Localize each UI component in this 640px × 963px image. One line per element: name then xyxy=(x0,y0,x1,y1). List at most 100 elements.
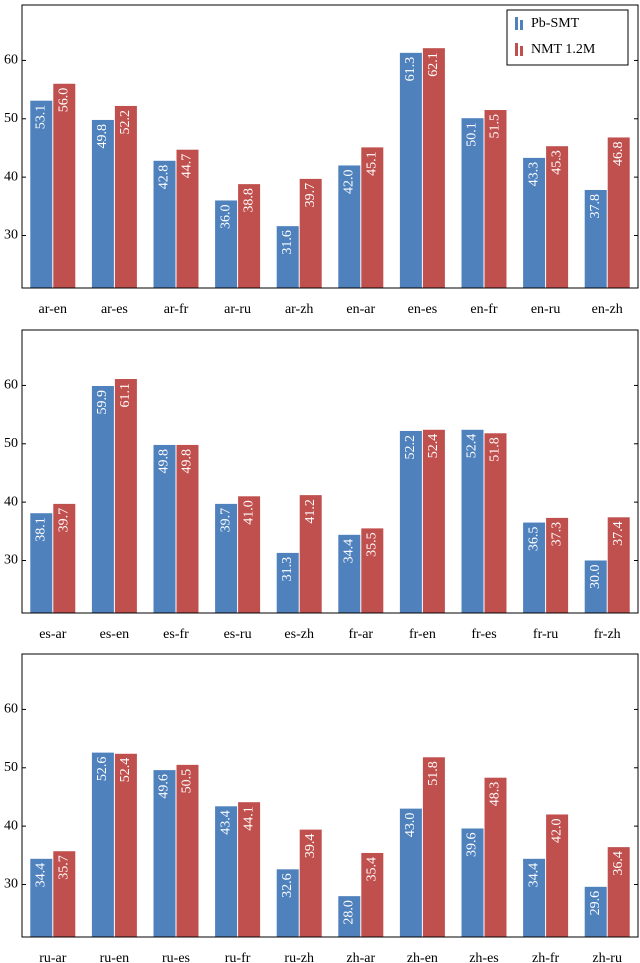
x-tick-label: ar-en xyxy=(39,302,67,317)
value-label: 48.3 xyxy=(488,782,503,807)
value-label: 31.6 xyxy=(280,230,295,255)
value-label: 61.3 xyxy=(403,57,418,82)
x-tick-label: fr-en xyxy=(409,627,436,642)
value-label: 34.4 xyxy=(342,539,357,564)
value-label: 35.7 xyxy=(57,855,72,880)
value-label: 56.0 xyxy=(57,88,72,113)
bar xyxy=(607,137,630,288)
value-label: 49.8 xyxy=(95,124,110,149)
value-label: 49.8 xyxy=(180,449,195,474)
y-tick-label: 30 xyxy=(4,877,18,892)
legend-swatch xyxy=(515,43,518,56)
bar xyxy=(484,433,507,613)
value-label: 30.0 xyxy=(588,564,603,589)
legend-swatch xyxy=(515,17,518,30)
value-label: 39.7 xyxy=(303,183,318,208)
value-label: 37.3 xyxy=(549,522,564,547)
bar xyxy=(215,806,238,937)
bar xyxy=(114,753,137,937)
bar xyxy=(523,522,546,613)
value-label: 42.0 xyxy=(342,169,357,194)
bar xyxy=(399,52,422,288)
bar xyxy=(461,828,484,937)
y-tick-label: 40 xyxy=(4,494,18,509)
y-tick-label: 40 xyxy=(4,169,18,184)
x-tick-label: ar-ru xyxy=(224,302,251,317)
bar xyxy=(30,858,53,937)
value-label: 51.8 xyxy=(426,761,441,786)
bar xyxy=(153,160,176,288)
bar xyxy=(422,757,445,937)
bar xyxy=(584,886,607,937)
plot-frame xyxy=(21,653,639,938)
value-label: 39.7 xyxy=(57,508,72,533)
bar xyxy=(607,847,630,937)
value-label: 50.5 xyxy=(180,769,195,794)
plot-frame xyxy=(21,329,639,614)
y-tick-label: 50 xyxy=(4,436,18,451)
bar xyxy=(176,444,199,613)
value-label: 42.8 xyxy=(157,165,172,190)
value-label: 39.6 xyxy=(465,832,480,857)
value-label: 35.4 xyxy=(365,857,380,882)
bar xyxy=(484,110,507,288)
bar xyxy=(153,770,176,937)
bar xyxy=(276,869,299,937)
bar xyxy=(238,184,261,288)
x-tick-label: ar-zh xyxy=(285,302,313,317)
value-label: 49.6 xyxy=(157,774,172,799)
x-tick-label: en-fr xyxy=(470,302,498,317)
value-label: 41.0 xyxy=(241,500,256,524)
legend-swatch xyxy=(520,20,523,30)
y-tick-label: 60 xyxy=(4,378,18,393)
value-label: 49.8 xyxy=(157,449,172,474)
value-label: 37.4 xyxy=(611,521,626,546)
x-tick-label: zh-fr xyxy=(532,951,560,963)
bar xyxy=(114,379,137,613)
value-label: 62.1 xyxy=(426,52,441,77)
bar xyxy=(484,777,507,937)
bar xyxy=(461,118,484,288)
value-label: 39.7 xyxy=(218,508,233,533)
bar xyxy=(338,165,361,288)
bar xyxy=(299,495,322,613)
bar xyxy=(53,83,76,288)
bar xyxy=(361,147,384,288)
bar xyxy=(299,178,322,288)
x-tick-label: en-ar xyxy=(346,302,375,317)
bar xyxy=(30,100,53,288)
value-label: 45.1 xyxy=(365,151,380,176)
value-label: 31.3 xyxy=(280,557,295,582)
bar xyxy=(91,752,114,937)
y-tick-label: 50 xyxy=(4,111,18,126)
bar xyxy=(399,808,422,937)
bar xyxy=(422,48,445,288)
bar xyxy=(276,552,299,613)
bar xyxy=(338,534,361,613)
value-label: 52.4 xyxy=(426,434,441,459)
bar xyxy=(584,189,607,288)
x-tick-label: es-ar xyxy=(39,627,67,642)
bar xyxy=(607,517,630,613)
bar xyxy=(546,814,569,937)
value-label: 36.4 xyxy=(611,851,626,876)
bar xyxy=(238,802,261,937)
value-label: 43.3 xyxy=(526,162,541,187)
bar xyxy=(338,896,361,937)
value-label: 51.5 xyxy=(488,114,503,139)
x-tick-label: fr-ru xyxy=(533,627,558,642)
value-label: 42.0 xyxy=(549,818,564,843)
value-label: 34.4 xyxy=(526,863,541,888)
bar xyxy=(546,146,569,288)
value-label: 39.4 xyxy=(303,834,318,859)
bar xyxy=(546,517,569,613)
bar xyxy=(299,829,322,937)
x-tick-label: es-ru xyxy=(224,627,252,642)
bar xyxy=(176,764,199,937)
bar xyxy=(53,503,76,613)
x-tick-label: ru-es xyxy=(162,951,190,963)
x-tick-label: es-fr xyxy=(163,627,189,642)
value-label: 52.2 xyxy=(403,435,418,460)
x-tick-label: fr-ar xyxy=(349,627,374,642)
bar xyxy=(523,858,546,937)
